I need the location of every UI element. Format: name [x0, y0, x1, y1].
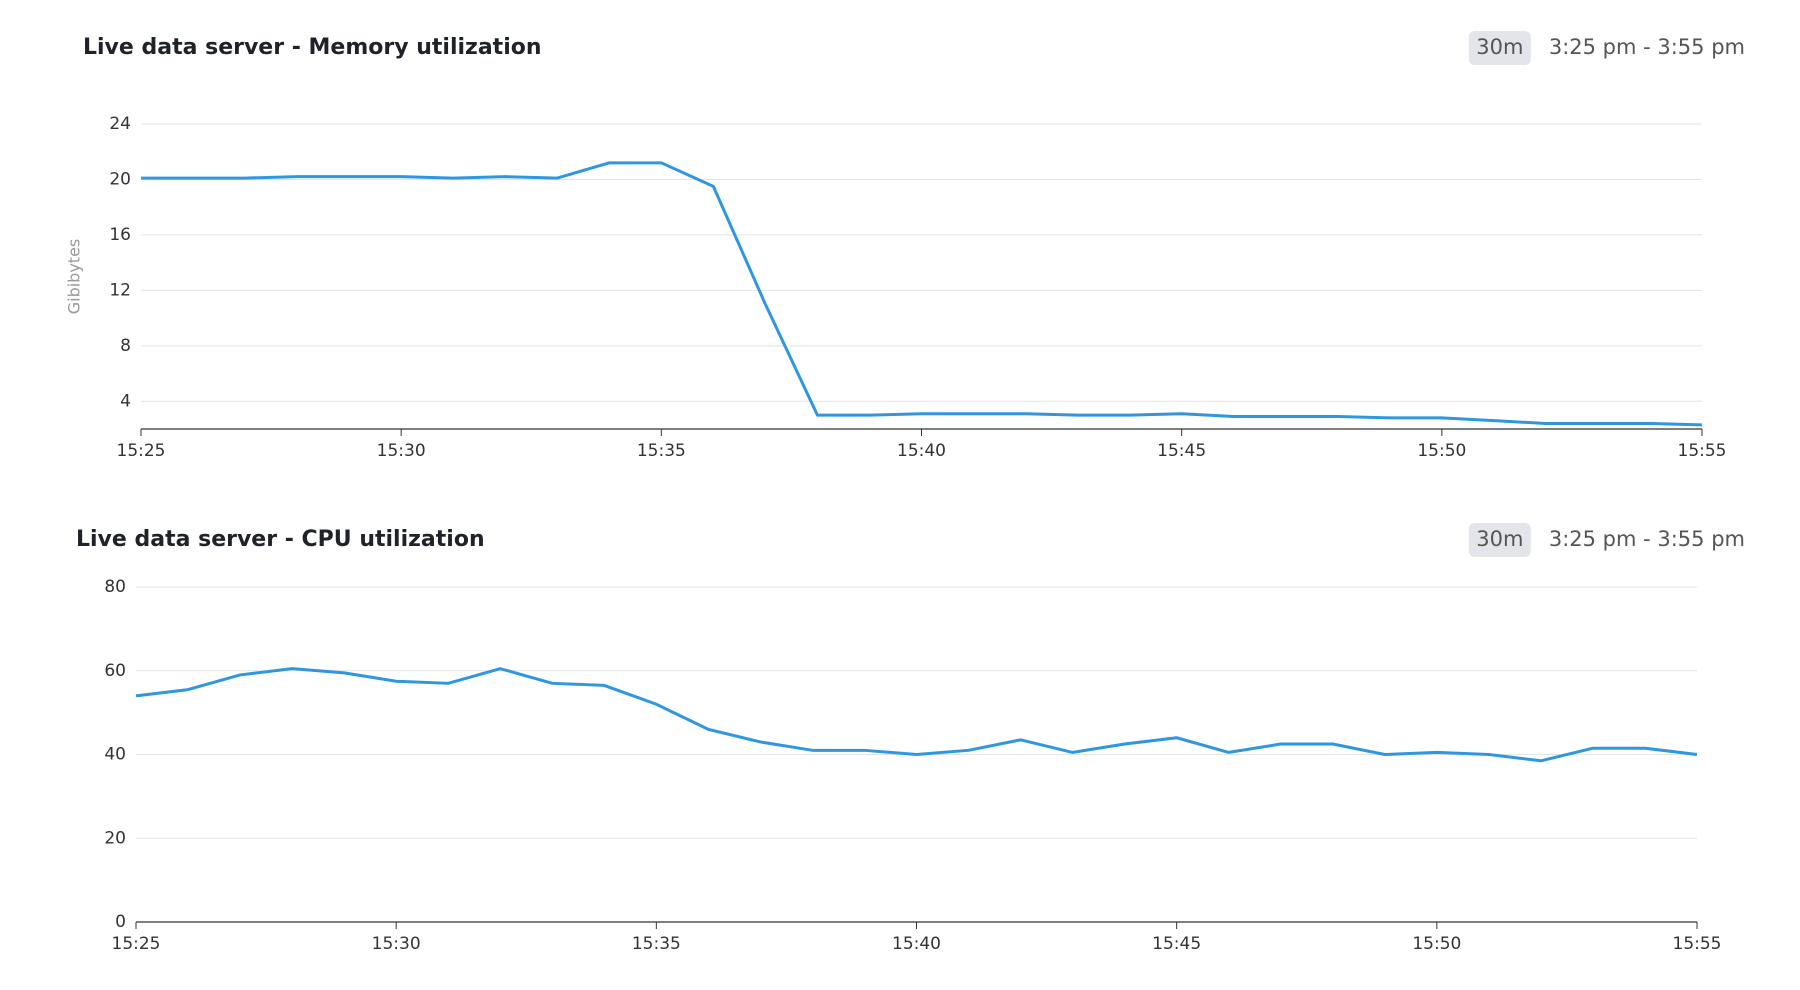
y-tick-label: 24 — [109, 114, 131, 134]
range-badge[interactable]: 30m — [1476, 35, 1523, 59]
y-tick-label: 80 — [104, 577, 126, 597]
y-tick-label: 40 — [104, 745, 126, 765]
x-tick-label: 15:55 — [1678, 441, 1727, 461]
y-tick-label: 8 — [120, 336, 131, 356]
x-tick-label: 15:40 — [892, 934, 941, 954]
y-tick-label: 20 — [104, 828, 126, 848]
x-tick-label: 15:25 — [117, 441, 166, 461]
range-badge-bg[interactable] — [1468, 31, 1531, 65]
line-series — [135, 667, 1698, 763]
x-tick-label: 15:25 — [112, 934, 161, 954]
time-range: 3:25 pm - 3:55 pm — [1549, 527, 1745, 551]
x-tick-label: 15:50 — [1417, 441, 1466, 461]
x-tick-label: 15:55 — [1673, 934, 1722, 954]
x-tick-label: 15:35 — [632, 934, 681, 954]
line-series — [141, 161, 1703, 427]
x-tick-label: 15:40 — [897, 441, 946, 461]
y-tick-label: 20 — [109, 169, 131, 189]
y-axis-label: Gibibytes — [65, 239, 84, 315]
chart-title: Live data server - Memory utilization — [83, 35, 542, 60]
range-badge-bg[interactable] — [1468, 523, 1531, 557]
x-tick-label: 15:45 — [1152, 934, 1201, 954]
range-badge[interactable]: 30m — [1476, 527, 1523, 551]
y-tick-label: 16 — [109, 225, 131, 245]
x-tick-label: 15:30 — [372, 934, 421, 954]
time-range: 3:25 pm - 3:55 pm — [1549, 35, 1745, 59]
x-tick-label: 15:45 — [1157, 441, 1206, 461]
chart-title: Live data server - CPU utilization — [76, 527, 485, 552]
y-tick-label: 4 — [120, 391, 131, 411]
x-tick-label: 15:50 — [1412, 934, 1461, 954]
x-tick-label: 15:35 — [637, 441, 686, 461]
y-tick-label: 60 — [104, 661, 126, 681]
y-tick-label: 12 — [109, 280, 131, 300]
y-tick-label: 0 — [115, 912, 126, 932]
x-tick-label: 15:30 — [377, 441, 426, 461]
